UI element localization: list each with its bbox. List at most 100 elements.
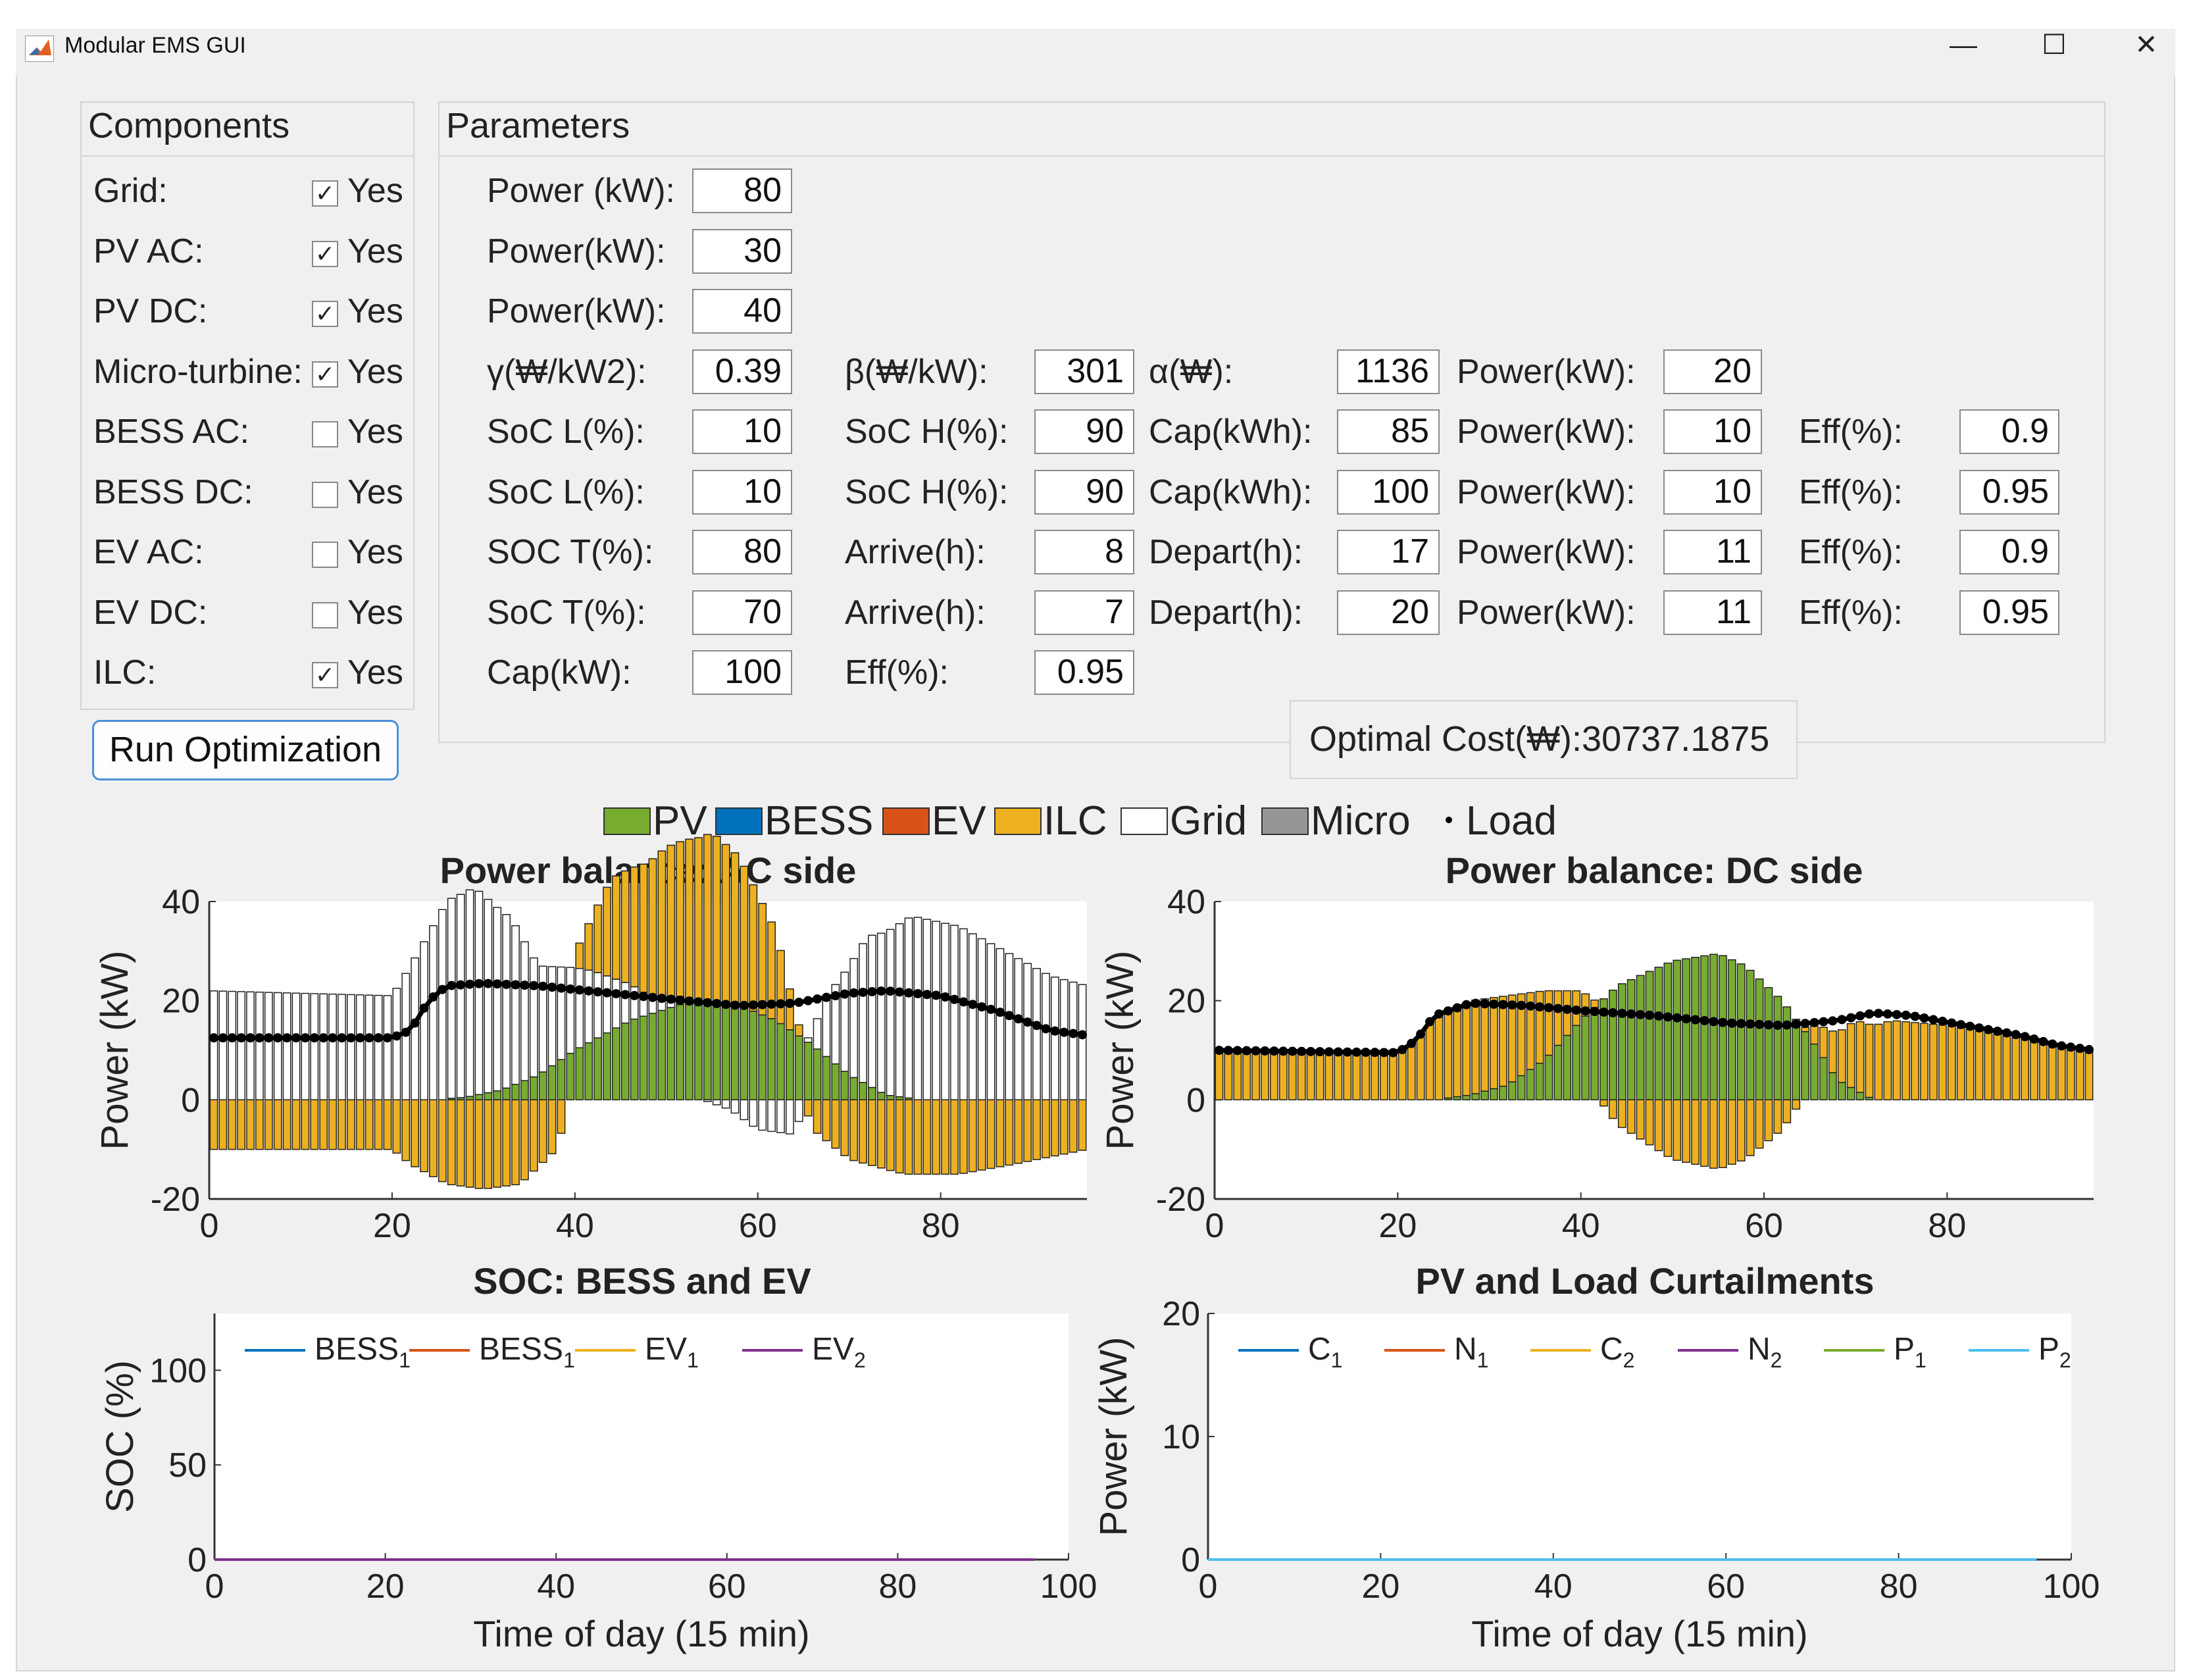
param-input[interactable]: 40 — [692, 289, 792, 334]
param-input[interactable]: 80 — [692, 168, 792, 213]
param-input[interactable]: 301 — [1034, 349, 1134, 394]
param-input[interactable]: 1136 — [1337, 349, 1440, 394]
param-label: Power(kW): — [1457, 593, 1636, 632]
maximize-button[interactable]: ☐ — [2042, 29, 2067, 60]
window-title: Modular EMS GUI — [64, 33, 246, 58]
param-input[interactable]: 30 — [692, 228, 792, 274]
param-label: Eff(%): — [1799, 413, 1903, 451]
param-input[interactable]: 0.95 — [1034, 650, 1134, 695]
param-input[interactable]: 0.95 — [1959, 590, 2059, 635]
component-label: Grid: — [93, 172, 168, 210]
title-bar — [16, 29, 2175, 76]
minimize-button[interactable]: — — [1950, 29, 1977, 60]
parameters-panel — [438, 101, 2105, 743]
param-label: Cap(kWh): — [1149, 413, 1313, 451]
component-yes-label: Yes — [347, 172, 403, 210]
param-input[interactable]: 10 — [1663, 409, 1762, 454]
param-label: Power(kW): — [1457, 533, 1636, 571]
param-input[interactable]: 0.39 — [692, 349, 792, 394]
param-label: Arrive(h): — [845, 593, 986, 632]
param-label: Eff(%): — [845, 653, 949, 692]
param-input[interactable]: 70 — [692, 590, 792, 635]
param-input[interactable]: 100 — [692, 650, 792, 695]
component-yes-label: Yes — [347, 472, 403, 511]
param-label: Cap(kWh): — [1149, 472, 1313, 511]
param-input[interactable]: 10 — [692, 469, 792, 515]
component-label: EV AC: — [93, 533, 204, 571]
parameters-title: Parameters — [446, 106, 630, 145]
component-checkbox[interactable]: ✓ — [312, 662, 338, 688]
param-input[interactable]: 0.95 — [1959, 469, 2059, 515]
param-input[interactable]: 85 — [1337, 409, 1440, 454]
param-input[interactable]: 11 — [1663, 530, 1762, 574]
param-input[interactable]: 7 — [1034, 590, 1134, 635]
component-label: Micro-turbine: — [93, 352, 303, 391]
components-title: Components — [88, 106, 290, 145]
param-input[interactable]: 20 — [1337, 590, 1440, 635]
optimal-cost-label: Optimal Cost(₩): — [1309, 719, 1582, 759]
component-label: PV DC: — [93, 292, 208, 330]
param-input[interactable]: 8 — [1034, 530, 1134, 574]
component-checkbox[interactable]: ✓ — [312, 301, 338, 327]
param-input[interactable]: 90 — [1034, 469, 1134, 515]
param-label: Arrive(h): — [845, 533, 986, 571]
component-yes-label: Yes — [347, 533, 403, 571]
component-label: BESS DC: — [93, 472, 253, 511]
param-label: Power (kW): — [487, 172, 675, 210]
param-label: SoC L(%): — [487, 472, 645, 511]
close-button[interactable]: ✕ — [2134, 29, 2158, 60]
component-yes-label: Yes — [347, 232, 403, 270]
component-label: BESS AC: — [93, 413, 249, 451]
param-input[interactable]: 10 — [692, 409, 792, 454]
param-label: Depart(h): — [1149, 533, 1303, 571]
param-label: Eff(%): — [1799, 593, 1903, 632]
run-optimization-button[interactable]: Run Optimization — [92, 720, 399, 780]
param-label: Power(kW): — [487, 292, 666, 330]
param-label: Eff(%): — [1799, 472, 1903, 511]
param-label: Power(kW): — [1457, 352, 1636, 391]
component-yes-label: Yes — [347, 593, 403, 632]
param-label: γ(₩/kW2): — [487, 352, 647, 391]
param-label: Power(kW): — [487, 232, 666, 270]
param-label: Power(kW): — [1457, 413, 1636, 451]
component-label: ILC: — [93, 653, 157, 692]
param-label: Depart(h): — [1149, 593, 1303, 632]
param-input[interactable]: 0.9 — [1959, 530, 2059, 574]
param-input[interactable]: 100 — [1337, 469, 1440, 515]
param-label: Cap(kW): — [487, 653, 632, 692]
param-label: SoC H(%): — [845, 413, 1009, 451]
param-label: SoC H(%): — [845, 472, 1009, 511]
param-input[interactable]: 11 — [1663, 590, 1762, 635]
component-checkbox[interactable]: ✓ — [312, 240, 338, 267]
component-label: PV AC: — [93, 232, 204, 270]
param-label: α(₩): — [1149, 352, 1234, 391]
param-label: Power(kW): — [1457, 472, 1636, 511]
param-input[interactable]: 10 — [1663, 469, 1762, 515]
param-input[interactable]: 0.9 — [1959, 409, 2059, 454]
component-checkbox[interactable] — [312, 542, 338, 568]
component-yes-label: Yes — [347, 352, 403, 391]
optimal-cost-display: Optimal Cost(₩):30737.1875 — [1290, 700, 1798, 779]
param-input[interactable]: 20 — [1663, 349, 1762, 394]
parameters-rule — [440, 155, 2104, 157]
component-checkbox[interactable] — [312, 481, 338, 508]
param-input[interactable]: 80 — [692, 530, 792, 574]
param-label: SoC L(%): — [487, 413, 645, 451]
param-label: β(₩/kW): — [845, 352, 988, 391]
param-label: SoC T(%): — [487, 593, 646, 632]
param-label: SOC T(%): — [487, 533, 654, 571]
components-panel — [80, 101, 415, 710]
param-input[interactable]: 90 — [1034, 409, 1134, 454]
param-label: Eff(%): — [1799, 533, 1903, 571]
component-yes-label: Yes — [347, 653, 403, 692]
component-checkbox[interactable] — [312, 421, 338, 447]
component-checkbox[interactable]: ✓ — [312, 361, 338, 388]
component-yes-label: Yes — [347, 413, 403, 451]
param-input[interactable]: 17 — [1337, 530, 1440, 574]
optimal-cost-value: 30737.1875 — [1582, 719, 1770, 759]
component-checkbox[interactable]: ✓ — [312, 180, 338, 207]
components-rule — [82, 155, 413, 157]
component-checkbox[interactable] — [312, 601, 338, 628]
matlab-icon — [25, 36, 54, 62]
component-label: EV DC: — [93, 593, 208, 632]
